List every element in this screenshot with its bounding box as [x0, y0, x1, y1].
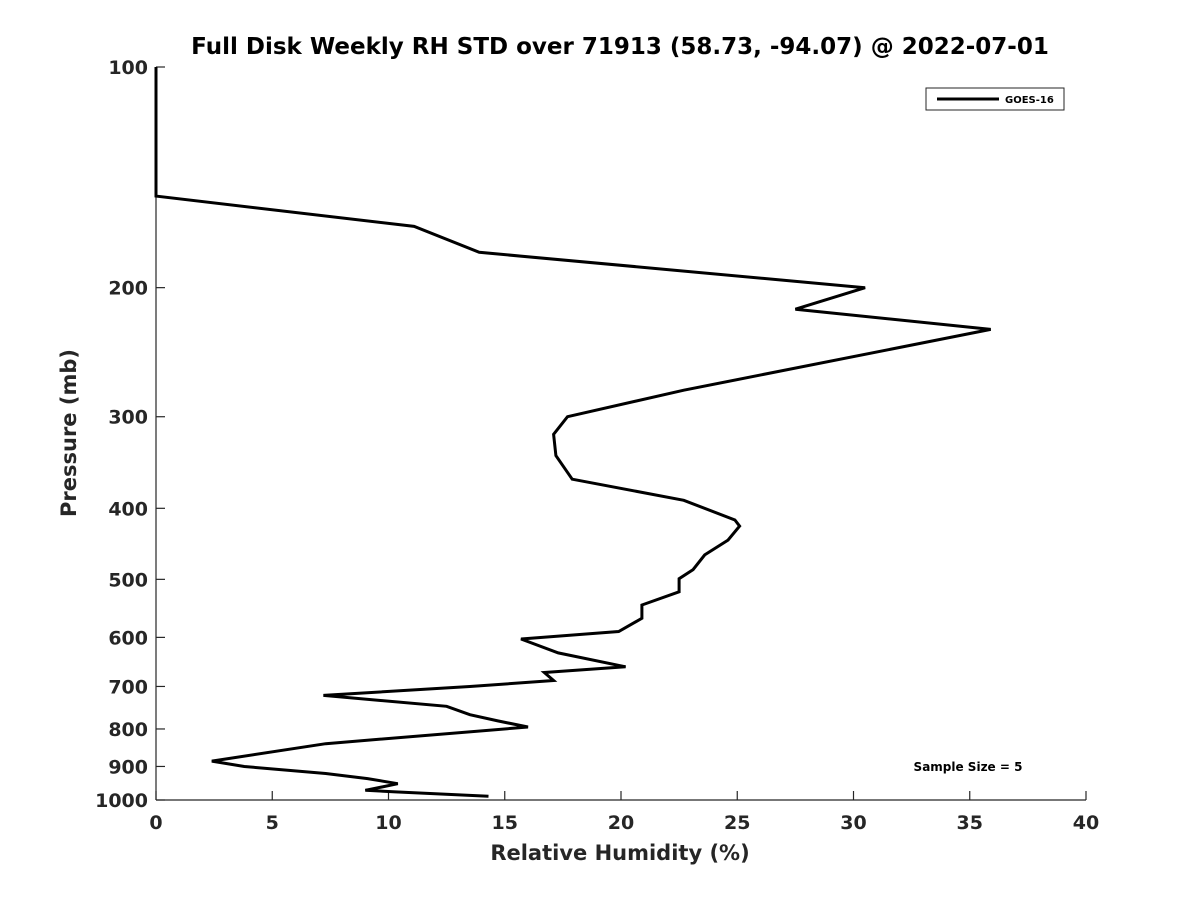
- series-layer: [154, 67, 991, 798]
- x-tick-label: 25: [724, 812, 750, 834]
- x-tick-label: 30: [840, 812, 866, 834]
- y-axis-label: Pressure (mb): [57, 349, 81, 517]
- y-tick-label: 1000: [95, 790, 148, 812]
- y-tick-label: 400: [108, 498, 148, 520]
- y-tick-label: 900: [108, 756, 148, 778]
- legend-label: GOES-16: [1005, 95, 1054, 106]
- plot-axes: [155, 67, 1086, 801]
- y-tick-label: 500: [108, 569, 148, 591]
- y-tick-label: 800: [108, 719, 148, 741]
- legend: GOES-16: [925, 87, 1065, 111]
- axis-ticks: 0 5 10 15 20 25 30 35 40 100 200 300 400 500 600 700 800…: [95, 57, 1099, 834]
- x-tick-label: 15: [492, 812, 518, 834]
- sample-size-annotation: Sample Size = 5: [914, 760, 1023, 774]
- y-tick-label: 600: [108, 627, 148, 649]
- x-tick-label: 40: [1073, 812, 1099, 834]
- x-tick-label: 35: [957, 812, 983, 834]
- y-tick-label: 100: [108, 57, 148, 79]
- y-tick-label: 300: [108, 407, 148, 429]
- series-line-goes-16: [154, 67, 991, 798]
- x-axis-label: Relative Humidity (%): [490, 841, 749, 865]
- y-tick-label: 700: [108, 676, 148, 698]
- x-tick-label: 5: [266, 812, 279, 834]
- chart-title: Full Disk Weekly RH STD over 71913 (58.7…: [191, 34, 1049, 60]
- x-tick-label: 20: [608, 812, 634, 834]
- x-tick-label: 10: [375, 812, 401, 834]
- x-tick-label: 0: [149, 812, 162, 834]
- y-tick-label: 200: [108, 278, 148, 300]
